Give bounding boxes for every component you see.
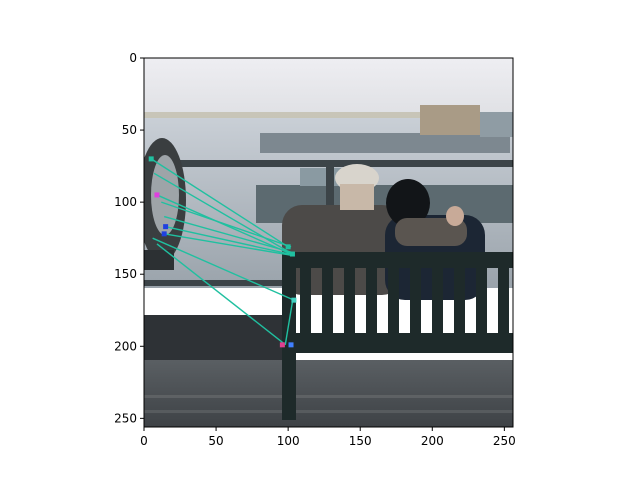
y-axis: 0 50 100 150 200 250 <box>114 51 144 425</box>
x-tick-label: 150 <box>349 434 372 448</box>
keypoint-7 <box>279 342 285 348</box>
keypoint-3 <box>161 231 167 237</box>
x-tick-label: 100 <box>277 434 300 448</box>
y-tick-label: 50 <box>122 123 137 137</box>
match-line-9 <box>284 301 294 345</box>
y-tick-label: 200 <box>114 339 137 353</box>
match-line-3 <box>161 201 292 248</box>
keypoint-5 <box>289 251 295 257</box>
keypoint-8 <box>288 342 294 348</box>
photo-background <box>144 58 513 427</box>
x-tick-label: 250 <box>493 434 516 448</box>
chart-marks <box>148 156 297 348</box>
match-line-7 <box>152 237 295 301</box>
match-line-0 <box>150 158 289 248</box>
y-tick-label: 0 <box>129 51 137 65</box>
y-tick-label: 150 <box>114 267 137 281</box>
y-tick-label: 250 <box>114 411 137 425</box>
keypoint-2 <box>163 224 169 230</box>
y-tick-label: 100 <box>114 195 137 209</box>
keypoint-4 <box>285 244 291 250</box>
keypoint-1 <box>154 192 160 198</box>
x-axis: 0 50 100 150 200 250 <box>140 427 516 448</box>
match-line-4 <box>163 215 293 254</box>
x-tick-label: 200 <box>421 434 444 448</box>
x-tick-label: 50 <box>208 434 223 448</box>
match-line-8 <box>156 243 285 344</box>
axes-frame <box>143 57 514 428</box>
match-line-6 <box>164 233 293 257</box>
x-tick-label: 0 <box>140 434 148 448</box>
match-line-1 <box>153 172 293 255</box>
match-line-2 <box>156 194 292 255</box>
keypoint-6 <box>291 297 297 303</box>
match-line-5 <box>165 225 290 255</box>
keypoint-0 <box>148 156 154 162</box>
